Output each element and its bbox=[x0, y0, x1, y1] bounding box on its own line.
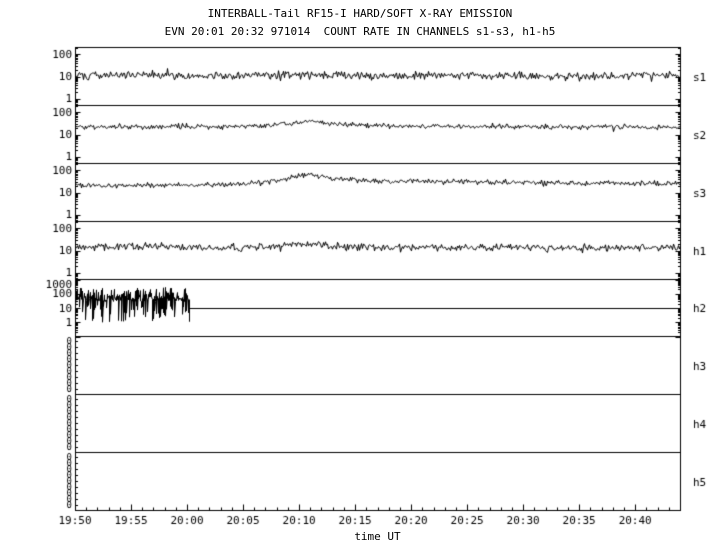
chart-title: INTERBALL-Tail RF15-I HARD/SOFT X-RAY EM… bbox=[207, 7, 513, 20]
x-axis-label: time UT bbox=[354, 530, 401, 543]
chart-subtitle: EVN 20:01 20:32 971014 COUNT RATE IN CHA… bbox=[164, 25, 556, 38]
